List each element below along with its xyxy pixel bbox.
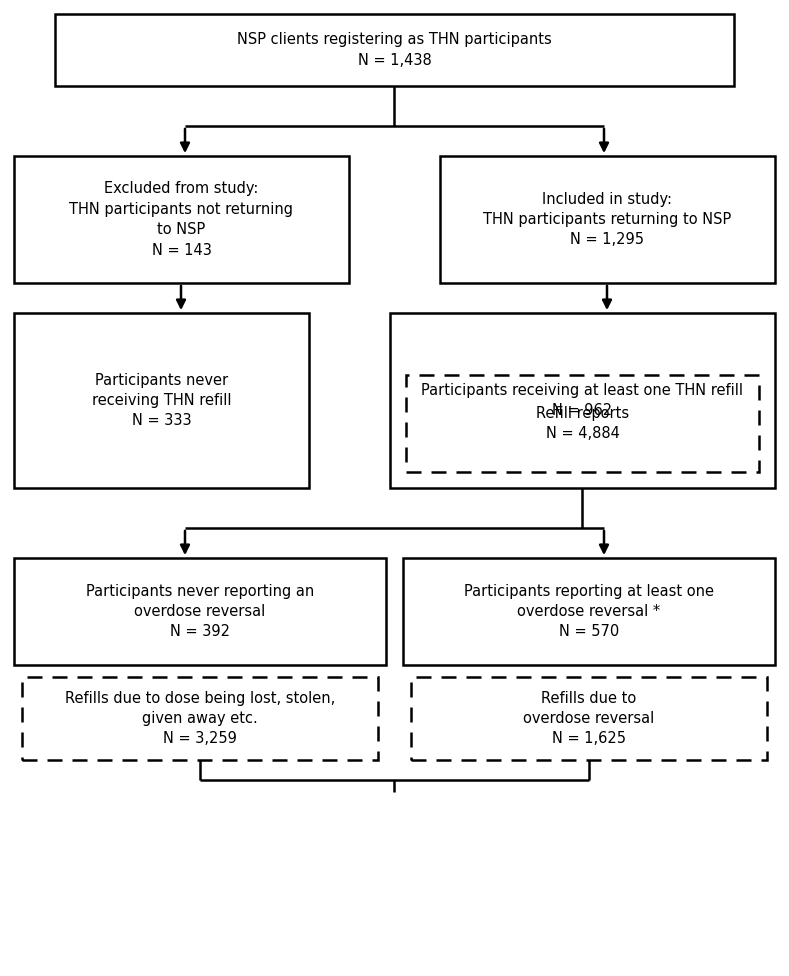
Bar [411,677,767,760]
Text: Participants receiving at least one THN refill
N = 962: Participants receiving at least one THN … [421,383,743,418]
Bar [403,558,775,665]
Text: NSP clients registering as THN participants
N = 1,438: NSP clients registering as THN participa… [237,32,552,67]
Text: Refill reports
N = 4,884: Refill reports N = 4,884 [536,406,629,441]
Text: Included in study:
THN participants returning to NSP
N = 1,295: Included in study: THN participants retu… [484,191,731,247]
Text: Participants never
receiving THN refill
N = 333: Participants never receiving THN refill … [92,373,231,428]
Bar [390,313,775,488]
Bar [14,558,386,665]
Bar [55,14,734,86]
Text: Excluded from study:
THN participants not returning
to NSP
N = 143: Excluded from study: THN participants no… [69,182,294,258]
Bar [14,156,349,283]
Bar [406,375,759,472]
Bar [14,313,309,488]
Text: Participants reporting at least one
overdose reversal *
N = 570: Participants reporting at least one over… [464,584,714,639]
Text: Participants never reporting an
overdose reversal
N = 392: Participants never reporting an overdose… [86,584,314,639]
Bar [22,677,378,760]
Bar [440,156,775,283]
Text: Refills due to dose being lost, stolen,
given away etc.
N = 3,259: Refills due to dose being lost, stolen, … [65,691,335,747]
Text: Refills due to
overdose reversal
N = 1,625: Refills due to overdose reversal N = 1,6… [523,691,655,747]
